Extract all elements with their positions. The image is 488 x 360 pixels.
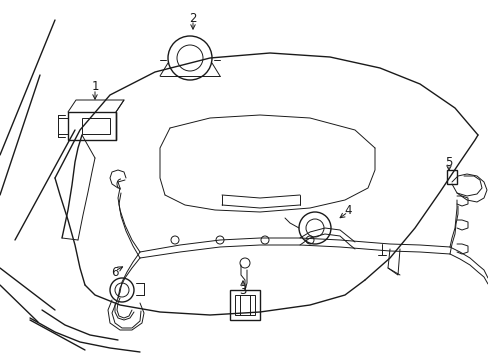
Bar xyxy=(235,295,254,315)
Text: 5: 5 xyxy=(445,156,452,168)
Text: 4: 4 xyxy=(344,203,351,216)
Bar xyxy=(229,290,260,320)
Text: 1: 1 xyxy=(91,81,99,94)
Text: 6: 6 xyxy=(111,266,119,279)
Bar xyxy=(446,170,456,184)
Bar xyxy=(82,118,110,134)
Text: 3: 3 xyxy=(239,284,246,297)
Bar xyxy=(68,112,116,140)
Text: 2: 2 xyxy=(189,12,196,24)
